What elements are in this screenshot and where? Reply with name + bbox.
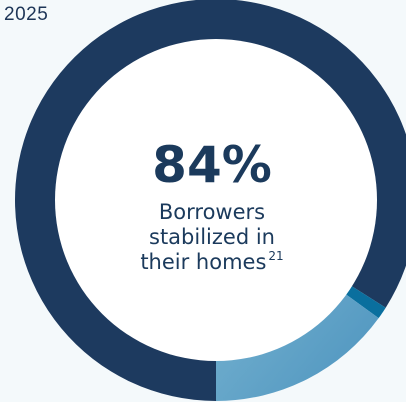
- footnote-marker: 21: [268, 249, 283, 263]
- center-value: 84%: [152, 136, 272, 194]
- center-label-line-3-text: their homes: [140, 250, 266, 274]
- center-label-line-3: their homes 21: [140, 249, 283, 274]
- center-label-line-1: Borrowers: [159, 200, 265, 224]
- donut-hole: [55, 39, 377, 361]
- center-label-line-2: stabilized in: [149, 225, 275, 249]
- year-label: 2025: [4, 4, 49, 25]
